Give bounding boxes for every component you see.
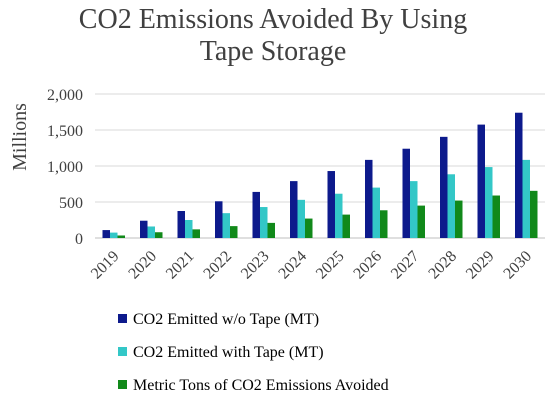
bar-series-1 (365, 159, 373, 238)
bar-series-2 (447, 174, 455, 238)
bar-series-1 (440, 136, 448, 238)
gridlines (95, 93, 545, 239)
legend: CO2 Emitted w/o Tape (MT) CO2 Emitted wit… (118, 311, 389, 394)
bar-series-3 (117, 235, 125, 238)
legend-swatch (118, 314, 127, 323)
x-tick-label: 2030 (500, 248, 535, 283)
legend-swatch (118, 380, 127, 389)
legend-label: CO2 Emitted with Tape (MT) (133, 344, 324, 361)
bar-series-3 (305, 218, 313, 238)
bar-series-3 (342, 214, 350, 238)
bar-series-3 (492, 195, 500, 238)
bar-series-3 (417, 205, 425, 238)
y-tick-label: 1,000 (47, 159, 83, 176)
bar-series-3 (455, 200, 463, 238)
bar-series-2 (185, 220, 193, 238)
bar-series-2 (222, 213, 230, 238)
x-tick-label: 2029 (463, 248, 498, 283)
x-tick-label: 2027 (388, 248, 423, 283)
x-tick-label: 2021 (163, 248, 198, 283)
bar-series-1 (515, 112, 523, 238)
x-axis-ticks: 2019 2020 2021 2022 2023 2024 2025 2026 2027 2028… (88, 248, 535, 283)
bar-series-1 (290, 181, 298, 238)
y-tick-label: 500 (59, 195, 83, 212)
y-tick-label: 0 (75, 231, 83, 248)
x-tick-label: 2019 (88, 248, 123, 283)
bar-series-1 (177, 211, 185, 238)
x-tick-label: 2026 (350, 248, 385, 283)
y-tick-label: 1,500 (47, 123, 83, 140)
chart-title-line-1: CO2 Emissions Avoided By Using (79, 4, 467, 35)
y-axis-label: Millions (9, 103, 31, 171)
bar-series-3 (267, 222, 275, 238)
legend-label: CO2 Emitted w/o Tape (MT) (133, 311, 319, 328)
bar-series-2 (522, 159, 530, 238)
bar-series-1 (327, 171, 335, 238)
bar-series-2 (260, 207, 268, 238)
bar-series-2 (410, 181, 418, 238)
bar-series-3 (230, 226, 238, 238)
bar-series-2 (485, 167, 493, 238)
bar-series-3 (192, 229, 200, 238)
bar-series-1 (402, 148, 410, 238)
x-tick-label: 2020 (125, 248, 160, 283)
bar-series-1 (215, 201, 223, 238)
bar-series-3 (380, 210, 388, 238)
bar-series-2 (297, 199, 305, 238)
legend-swatch (118, 347, 127, 356)
chart-title-line-2: Tape Storage (200, 36, 347, 67)
bar-series-3 (530, 190, 538, 238)
bar-series-2 (335, 193, 343, 238)
bar-series-2 (372, 187, 380, 238)
y-tick-label: 2,000 (47, 87, 83, 104)
bar-series-1 (477, 124, 485, 238)
x-tick-label: 2028 (425, 248, 460, 283)
x-tick-label: 2023 (238, 248, 273, 283)
y-axis-ticks: 0 500 1,000 1,500 2,000 (47, 87, 83, 248)
x-tick-label: 2025 (313, 248, 348, 283)
legend-label: Metric Tons of CO2 Emissions Avoided (133, 377, 389, 394)
bars (102, 112, 538, 238)
bar-series-1 (102, 230, 110, 238)
x-tick-label: 2022 (200, 248, 235, 283)
bar-series-3 (155, 232, 163, 238)
bar-series-2 (147, 226, 155, 238)
x-tick-label: 2024 (275, 248, 310, 283)
bar-series-2 (110, 232, 118, 238)
bar-series-1 (252, 191, 260, 238)
bar-series-1 (140, 220, 148, 238)
